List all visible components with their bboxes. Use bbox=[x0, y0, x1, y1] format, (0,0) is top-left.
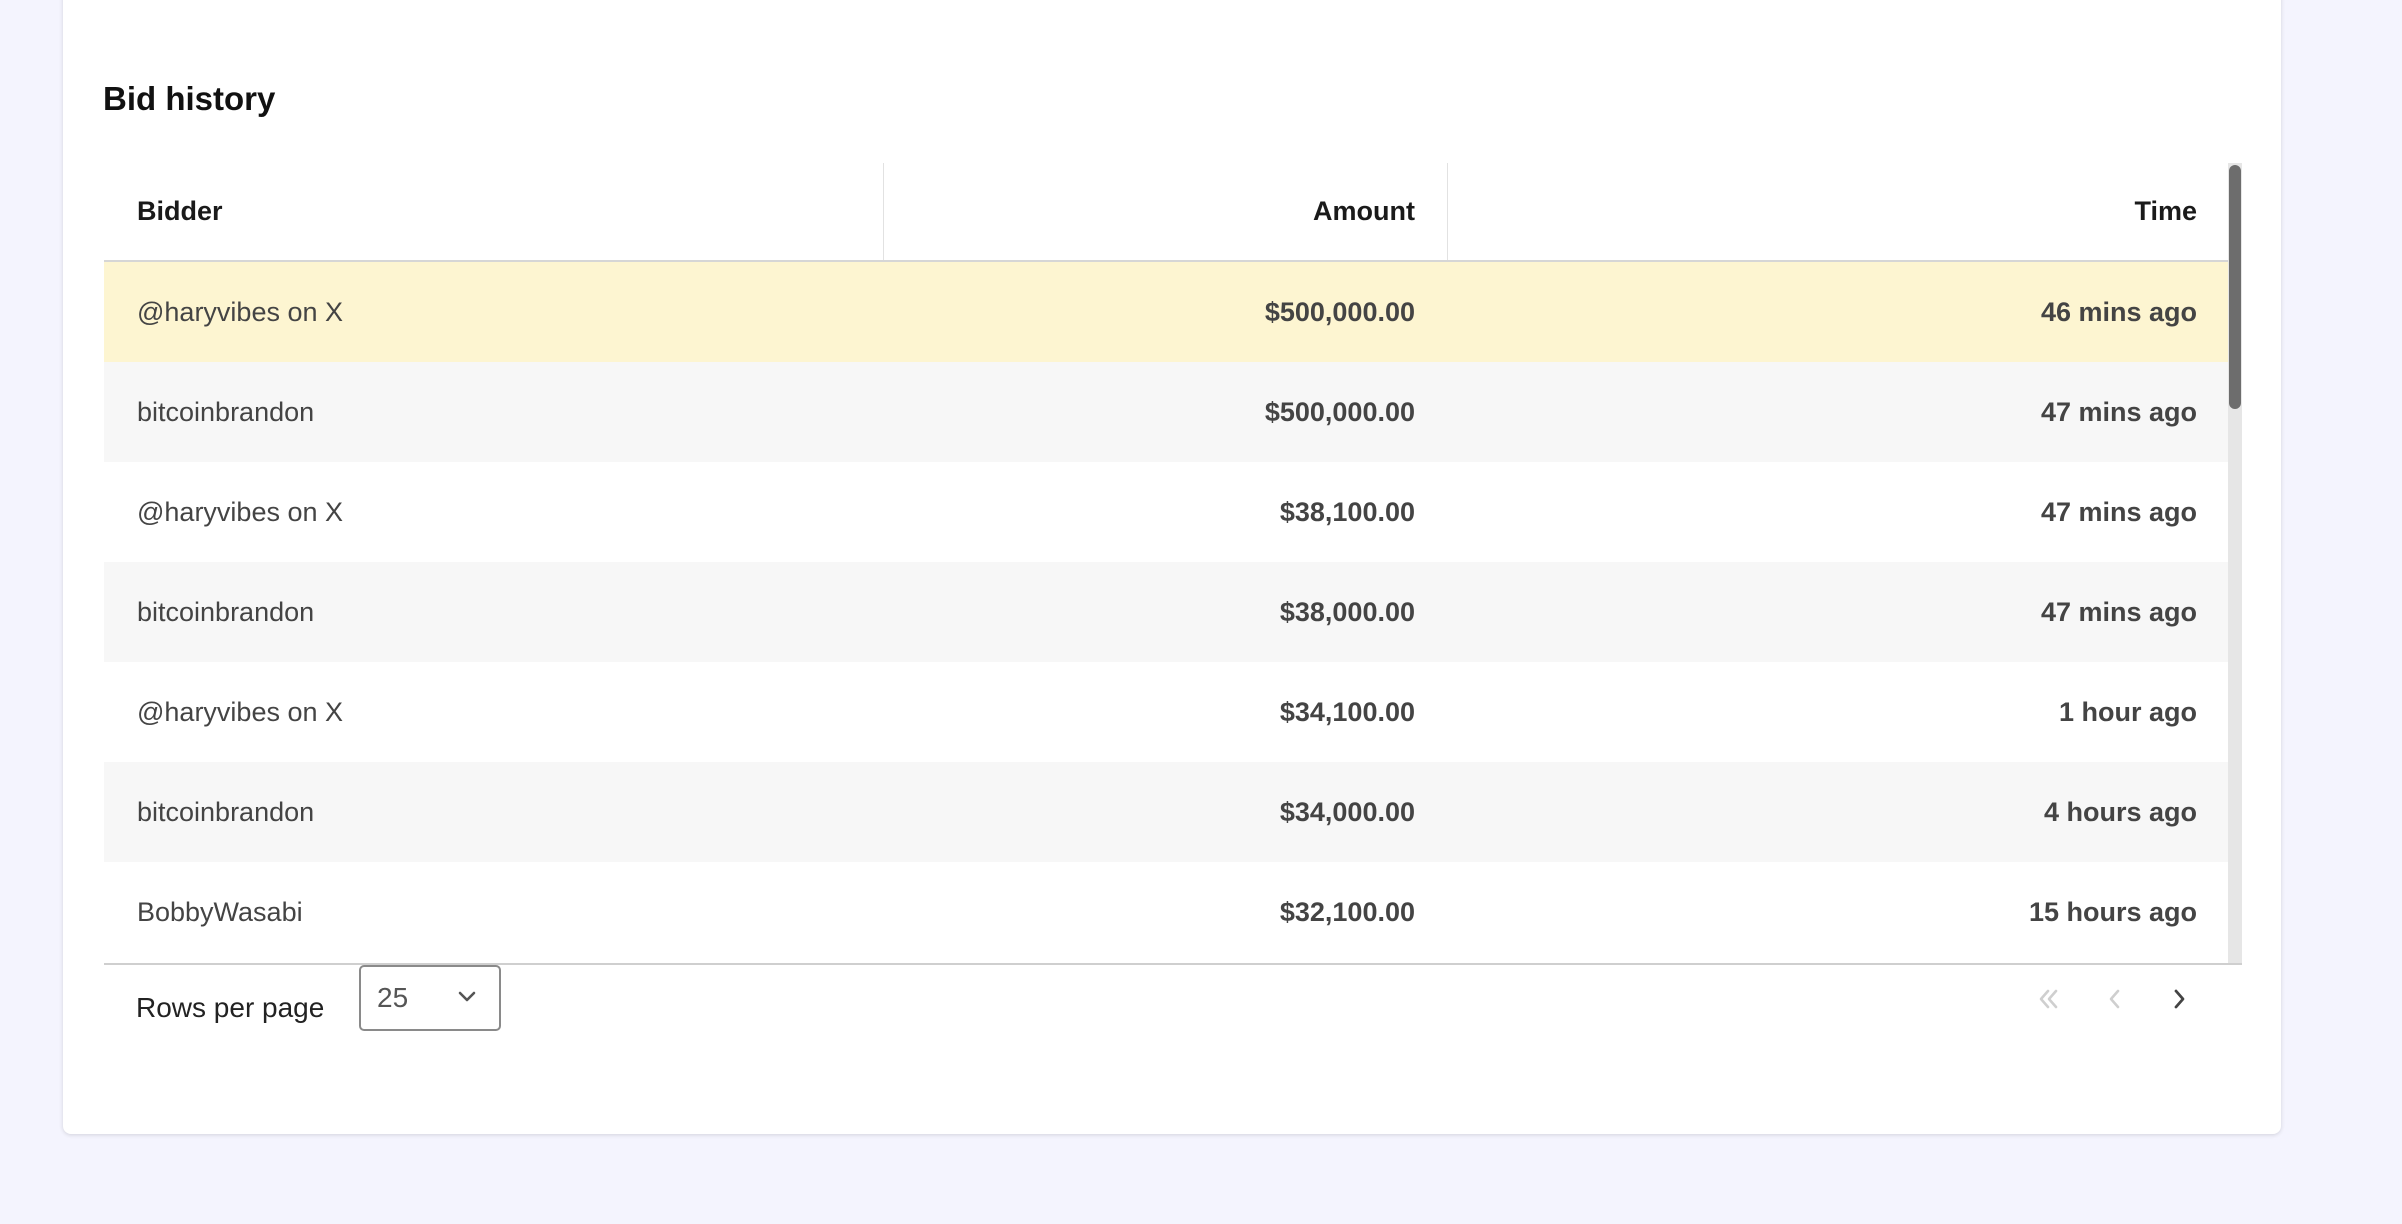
rows-per-page-select[interactable]: 25 bbox=[359, 965, 501, 1031]
next-page-icon bbox=[2174, 989, 2185, 1009]
time-cell: 46 mins ago bbox=[2040, 296, 2197, 327]
bidder-cell: bitcoinbrandon bbox=[137, 796, 315, 827]
time-cell: 15 hours ago bbox=[2028, 896, 2197, 927]
table-row: bitcoinbrandon $38,000.00 47 mins ago bbox=[104, 562, 2242, 662]
table-row: @haryvibes on X $34,100.00 1 hour ago bbox=[104, 662, 2242, 762]
amount-cell: $38,000.00 bbox=[1279, 596, 1415, 627]
table-row: bitcoinbrandon $500,000.00 47 mins ago bbox=[104, 362, 2242, 462]
amount-cell: $34,100.00 bbox=[1279, 696, 1415, 727]
table-header: Bidder Amount Time bbox=[104, 163, 2242, 262]
next-page-button[interactable] bbox=[2162, 982, 2196, 1016]
bidder-cell: bitcoinbrandon bbox=[137, 396, 315, 427]
amount-cell: $500,000.00 bbox=[1264, 396, 1415, 427]
time-cell: 4 hours ago bbox=[2043, 796, 2197, 827]
scrollbar-thumb[interactable] bbox=[2229, 165, 2241, 409]
previous-page-button[interactable] bbox=[2098, 982, 2132, 1016]
first-page-icon bbox=[2039, 989, 2058, 1009]
column-header-bidder[interactable]: Bidder bbox=[137, 196, 223, 226]
time-cell: 47 mins ago bbox=[2040, 496, 2197, 527]
rows-per-page-value: 25 bbox=[377, 982, 409, 1013]
bid-history-card: Bid history Bidder Amount Time @haryvibe… bbox=[63, 0, 2281, 1134]
bidder-cell: @haryvibes on X bbox=[137, 296, 344, 327]
column-header-amount[interactable]: Amount bbox=[883, 163, 1447, 260]
time-cell: 47 mins ago bbox=[2040, 396, 2197, 427]
first-page-button[interactable] bbox=[2031, 982, 2065, 1016]
section-title: Bid history bbox=[103, 80, 276, 117]
time-cell: 47 mins ago bbox=[2040, 596, 2197, 627]
amount-cell: $32,100.00 bbox=[1279, 896, 1415, 927]
table-footer-divider bbox=[104, 963, 2242, 965]
rows-per-page-label: Rows per page bbox=[136, 992, 325, 1023]
bidder-cell: bitcoinbrandon bbox=[137, 596, 315, 627]
time-cell: 1 hour ago bbox=[2058, 696, 2197, 727]
amount-cell: $500,000.00 bbox=[1264, 296, 1415, 327]
bidder-cell: @haryvibes on X bbox=[137, 696, 344, 727]
bidder-cell: @haryvibes on X bbox=[137, 496, 344, 527]
table-row: @haryvibes on X $500,000.00 46 mins ago bbox=[104, 262, 2242, 362]
table-scrollbar[interactable] bbox=[2228, 163, 2242, 963]
table-row: @haryvibes on X $38,100.00 47 mins ago bbox=[104, 462, 2242, 562]
table-body: @haryvibes on X $500,000.00 46 mins ago … bbox=[104, 262, 2242, 962]
amount-cell: $38,100.00 bbox=[1279, 496, 1415, 527]
column-header-time[interactable]: Time bbox=[1447, 163, 2229, 260]
bid-history-table: Bidder Amount Time @haryvibes on X $500,… bbox=[104, 163, 2242, 963]
table-row: bitcoinbrandon $34,000.00 4 hours ago bbox=[104, 762, 2242, 862]
previous-page-icon bbox=[2109, 989, 2120, 1009]
chevron-down-icon bbox=[458, 991, 476, 1002]
bidder-cell: BobbyWasabi bbox=[137, 896, 303, 927]
amount-cell: $34,000.00 bbox=[1279, 796, 1415, 827]
table-row: BobbyWasabi $32,100.00 15 hours ago bbox=[104, 862, 2242, 962]
